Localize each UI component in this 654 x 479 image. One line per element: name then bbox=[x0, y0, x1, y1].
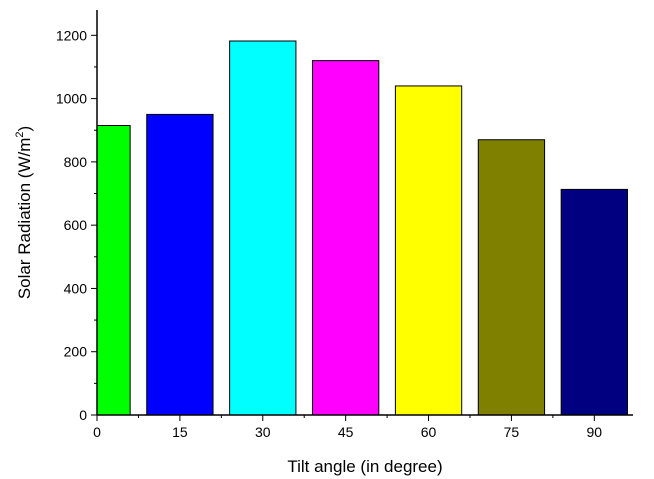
x-ticks-group: 0 15 30 45 60 75 90 bbox=[93, 415, 602, 440]
bar-75 bbox=[477, 139, 546, 416]
bars-group bbox=[96, 40, 628, 416]
y-tick-label-600: 600 bbox=[64, 217, 88, 233]
y-ticks-group: 0 200 400 600 800 1000 1200 bbox=[56, 27, 97, 423]
bar-15 bbox=[146, 113, 214, 416]
bar-90 bbox=[560, 188, 628, 416]
y-tick-label-400: 400 bbox=[64, 280, 88, 296]
y-axis-title-superscript: 2 bbox=[14, 131, 26, 137]
y-axis-title: Solar Radiation (W/m2) bbox=[14, 126, 34, 299]
x-tick-label-90: 90 bbox=[587, 424, 603, 440]
y-tick-label-200: 200 bbox=[64, 344, 88, 360]
x-tick-label-0: 0 bbox=[93, 424, 101, 440]
bar-60 bbox=[394, 85, 463, 416]
x-tick-label-60: 60 bbox=[421, 424, 437, 440]
x-axis-title: Tilt angle (in degree) bbox=[287, 457, 442, 476]
bar-0 bbox=[96, 124, 131, 416]
y-tick-label-1200: 1200 bbox=[56, 27, 87, 43]
y-tick-label-0: 0 bbox=[79, 407, 87, 423]
bar-45 bbox=[312, 60, 380, 416]
axes-group bbox=[96, 10, 633, 416]
y-axis-title-close: ) bbox=[15, 126, 34, 132]
x-tick-label-75: 75 bbox=[504, 424, 520, 440]
y-axis-title-main: Solar Radiation (W/m bbox=[15, 138, 34, 300]
x-tick-label-15: 15 bbox=[172, 424, 188, 440]
bar-30 bbox=[229, 40, 297, 416]
x-tick-label-30: 30 bbox=[255, 424, 271, 440]
y-tick-label-800: 800 bbox=[64, 154, 88, 170]
x-tick-label-45: 45 bbox=[338, 424, 354, 440]
y-tick-label-1000: 1000 bbox=[56, 91, 87, 107]
